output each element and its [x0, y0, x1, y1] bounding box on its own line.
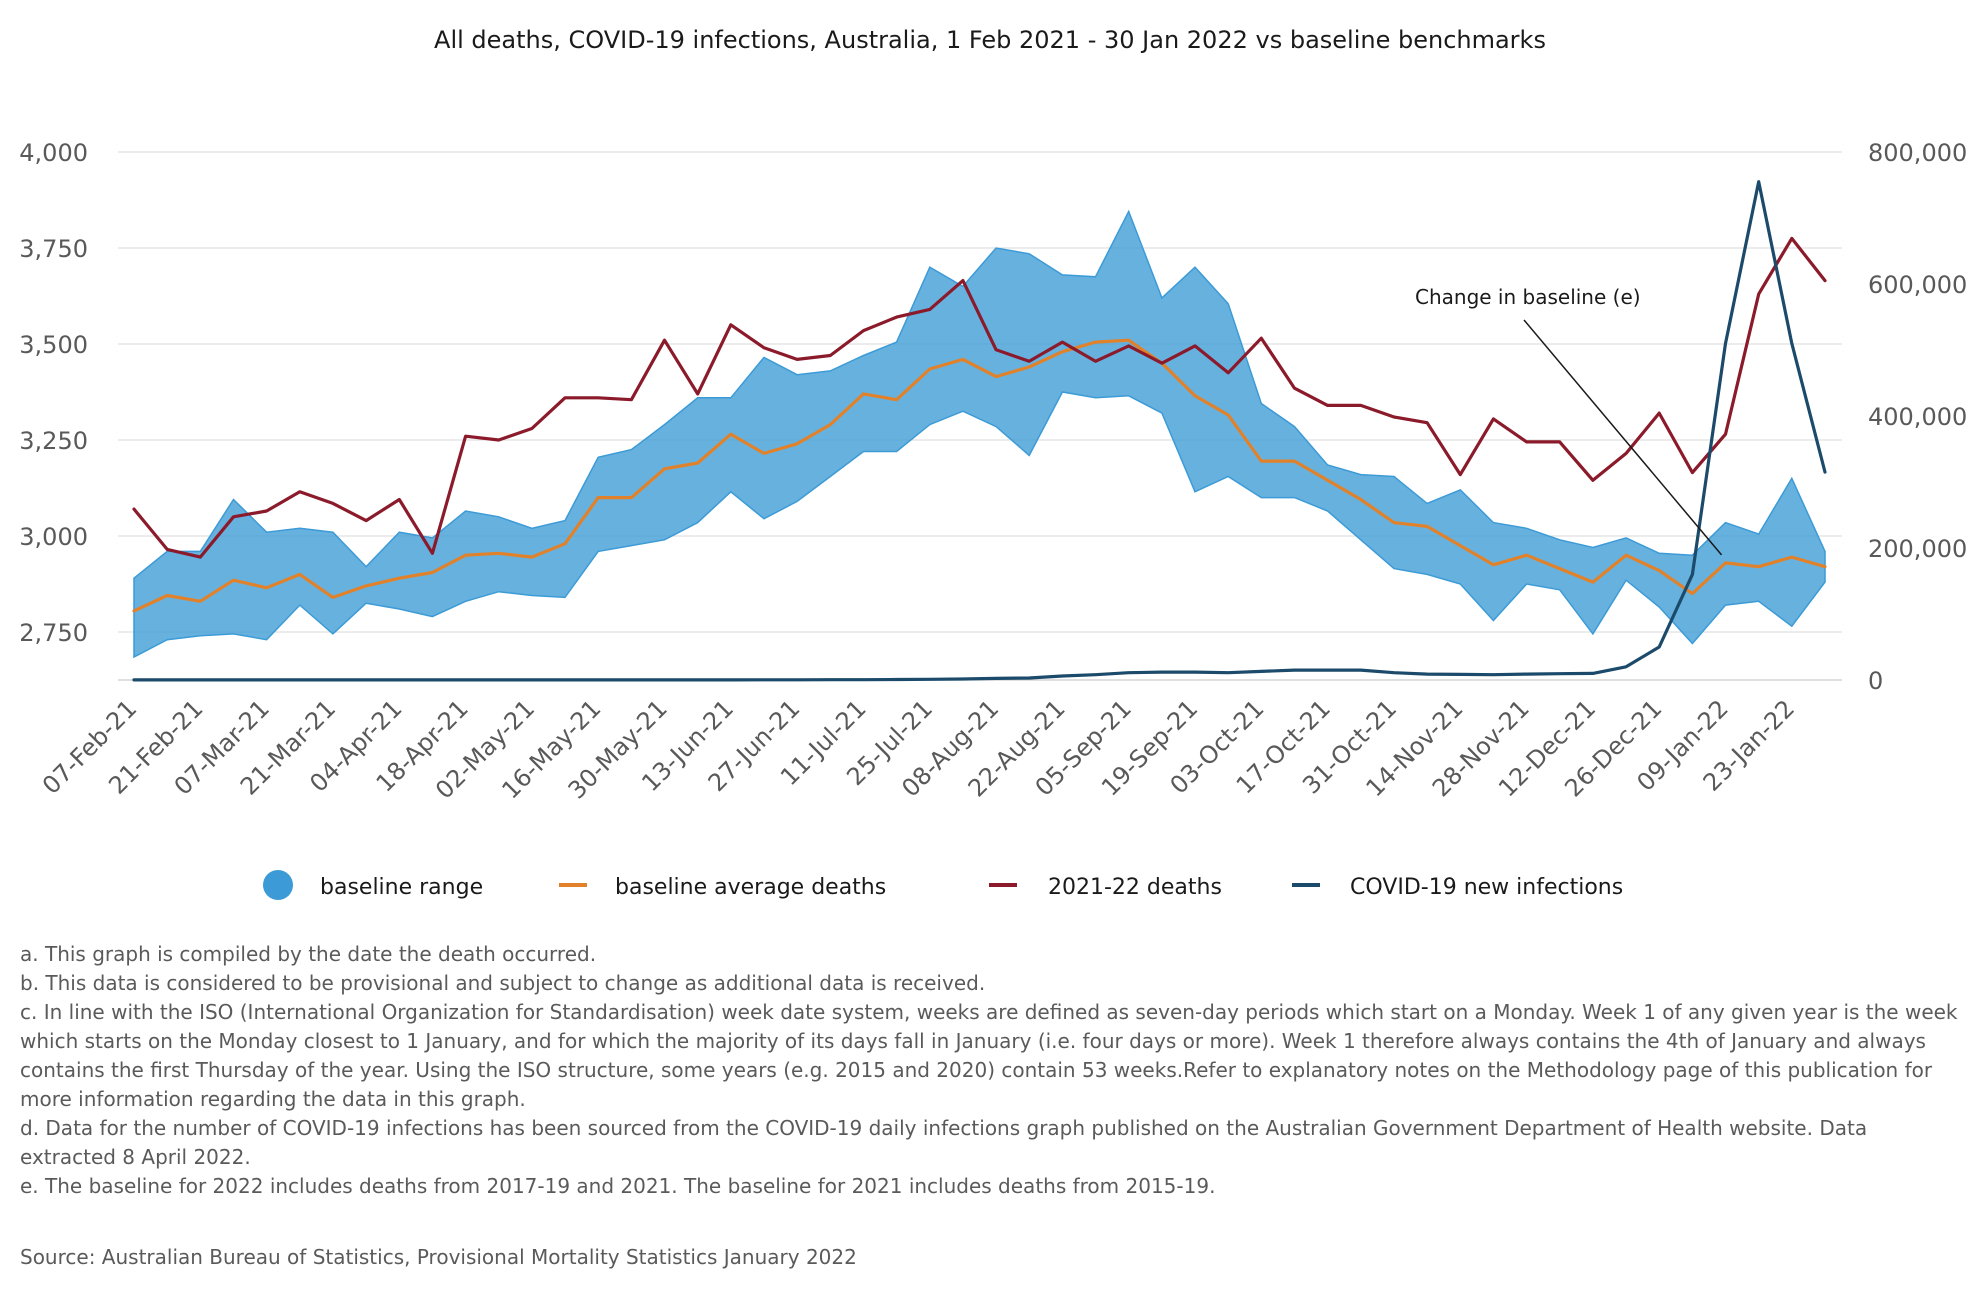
footnotes: a. This graph is compiled by the date th… [20, 940, 1960, 1201]
left-axis-tick-label: 3,500 [19, 331, 88, 359]
left-axis-tick-label: 3,750 [19, 235, 88, 263]
series-lines [132, 180, 1827, 682]
footnote-e: e. The baseline for 2022 includes deaths… [20, 1174, 1216, 1198]
baseline-range-area [133, 209, 1826, 659]
legend-label: 2021-22 deaths [1048, 875, 1222, 900]
annotation: Change in baseline (e) [1415, 285, 1723, 556]
annotation-text: Change in baseline (e) [1415, 285, 1641, 309]
legend: baseline range baseline average deaths 202… [263, 870, 1623, 900]
right-axis-tick-label: 200,000 [1868, 535, 1967, 563]
legend-label: COVID-19 new infections [1350, 875, 1623, 900]
left-axis-ticks: 2,750 3,000 3,250 3,500 3,750 4,000 [19, 139, 88, 647]
footnote-d: d. Data for the number of COVID-19 infec… [20, 1116, 1868, 1169]
legend-label: baseline average deaths [615, 875, 886, 900]
footnote-b: b. This data is considered to be provisi… [20, 971, 986, 995]
right-axis-tick-label: 400,000 [1868, 403, 1967, 431]
right-axis-tick-label: 600,000 [1868, 271, 1967, 299]
baseline-average-line [132, 338, 1827, 613]
baseline-range-band [133, 209, 1826, 659]
left-axis-tick-label: 4,000 [19, 139, 88, 167]
chart-title: All deaths, COVID-19 infections, Austral… [434, 26, 1546, 54]
left-axis-tick-label: 3,250 [19, 427, 88, 455]
left-axis-tick-label: 3,000 [19, 523, 88, 551]
legend-swatch-baseline-range [263, 870, 293, 900]
footnote-c: c. In line with the ISO (International O… [20, 1000, 1958, 1111]
footnote-a: a. This graph is compiled by the date th… [20, 942, 597, 966]
legend-label: baseline range [320, 875, 483, 900]
right-axis-tick-label: 800,000 [1868, 139, 1967, 167]
left-axis-tick-label: 2,750 [19, 619, 88, 647]
deaths-2021-22-line [132, 236, 1827, 559]
right-axis-tick-label: 0 [1868, 667, 1883, 695]
annotation-pointer [1523, 319, 1723, 556]
chart: All deaths, COVID-19 infections, Austral… [19, 26, 1967, 900]
source-note: Source: Australian Bureau of Statistics,… [20, 1245, 857, 1269]
covid-infections-line [132, 180, 1827, 682]
right-axis-ticks: 0 200,000 400,000 600,000 800,000 [1868, 139, 1967, 695]
x-axis-ticks: 07-Feb-2121-Feb-2107-Mar-2121-Mar-2104-A… [37, 694, 1800, 804]
